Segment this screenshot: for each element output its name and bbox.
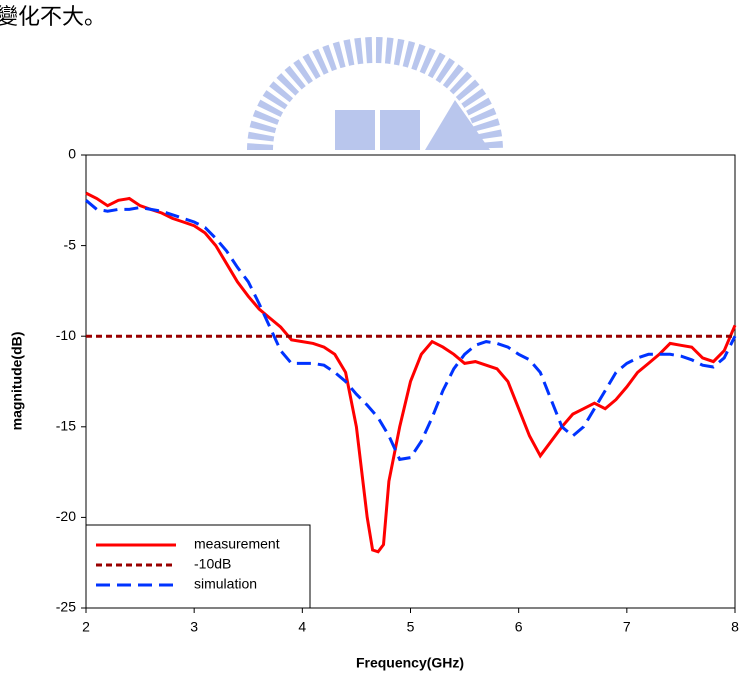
y-tick-label: -25 bbox=[56, 599, 76, 615]
x-tick-label: 6 bbox=[515, 619, 523, 635]
legend-label: measurement bbox=[194, 536, 280, 552]
legend-label: simulation bbox=[194, 576, 257, 592]
chart: 變化不大。 magnitude(dB) Frequency(GHz) 0 -5 -1… bbox=[0, 0, 741, 680]
y-axis-label: magnitude(dB) bbox=[9, 332, 25, 431]
x-tick-label: 7 bbox=[623, 619, 631, 635]
x-axis-label: Frequency(GHz) bbox=[356, 655, 464, 671]
x-tick-label: 2 bbox=[82, 619, 90, 635]
x-tick-label: 4 bbox=[298, 619, 306, 635]
watermark bbox=[260, 50, 490, 150]
x-tick-label: 8 bbox=[731, 619, 739, 635]
y-tick-label: -20 bbox=[56, 508, 76, 524]
page: 變化不大。 magnitude(dB) Frequency(GHz) 0 -5 -1… bbox=[0, 0, 741, 680]
x-tick-label: 3 bbox=[190, 619, 198, 635]
x-tick-label: 5 bbox=[407, 619, 415, 635]
y-tick-label: -10 bbox=[56, 327, 76, 343]
legend-label: -10dB bbox=[194, 556, 231, 572]
y-tick-label: 0 bbox=[68, 146, 76, 162]
y-tick-label: -15 bbox=[56, 418, 76, 434]
y-tick-label: -5 bbox=[64, 236, 77, 252]
body-text: 變化不大。 bbox=[0, 5, 106, 30]
